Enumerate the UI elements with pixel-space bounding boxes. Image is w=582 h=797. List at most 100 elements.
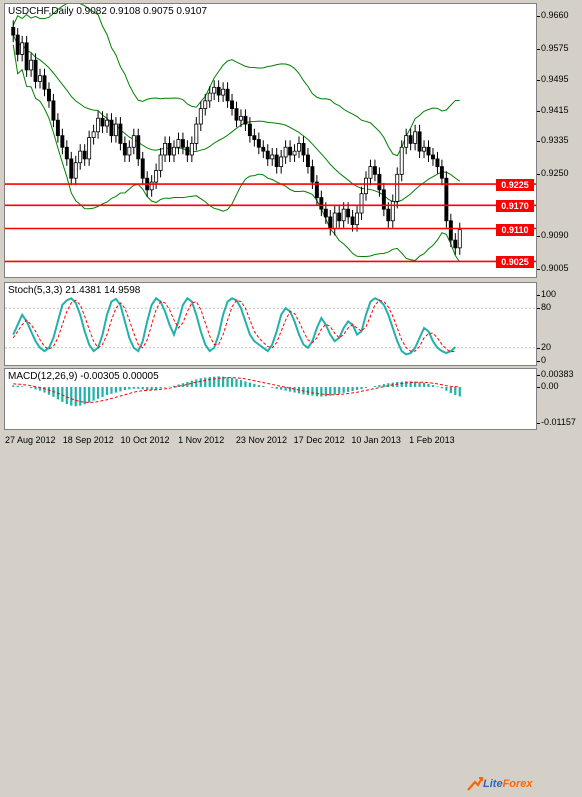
candle-body [239, 115, 243, 121]
candle-body [60, 135, 65, 148]
stoch-tick-label: 80 [536, 302, 552, 313]
candle-body [274, 154, 279, 168]
candle-body [319, 197, 324, 210]
candle-body [256, 139, 261, 148]
stochastic-canvas [5, 296, 536, 356]
candle-body [15, 34, 20, 55]
candle-body [386, 208, 391, 222]
price-tick-label: 0.9005 [537, 263, 569, 274]
price-tick-label: 0.9335 [537, 135, 569, 146]
candle-body [73, 162, 78, 179]
candle-body [24, 42, 29, 71]
candle-body [247, 123, 252, 137]
candle-body [417, 131, 422, 152]
stoch-tick-label: 20 [536, 341, 552, 352]
date-tick-label: 23 Nov 2012 [235, 435, 287, 445]
candle-body [78, 150, 83, 164]
logo-arrow-icon [467, 777, 483, 791]
candle-body [122, 143, 127, 156]
candle-body [38, 75, 42, 82]
candle-body [176, 139, 181, 148]
candle-body [431, 154, 435, 160]
price-level-tag: 0.9170 [496, 200, 534, 213]
candle-body [408, 135, 413, 144]
price-level-tag: 0.9025 [496, 256, 534, 269]
date-tick-label: 10 Oct 2012 [120, 435, 170, 445]
ohlc-values: 0.9082 0.9108 0.9075 0.9107 [76, 6, 208, 17]
macd-axis: 0.00383 0.00 -0.01157 [537, 368, 582, 430]
candle-body [225, 88, 230, 102]
candle-body [337, 212, 342, 222]
candle-body [301, 143, 306, 156]
candle-body [33, 59, 38, 82]
candle-body [283, 146, 288, 158]
liteforex-logo: LiteForex [467, 773, 539, 797]
candle-body [444, 177, 449, 222]
candle-body [140, 158, 145, 179]
candle-body [96, 117, 101, 133]
candle-body [364, 177, 368, 195]
candle-body [323, 208, 328, 218]
candle-body [230, 100, 234, 109]
candle-body [435, 158, 440, 168]
candle-body [185, 146, 190, 156]
candle-body [131, 135, 136, 148]
macd-signal-line [13, 377, 460, 404]
candle-body [395, 173, 400, 202]
stochastic-pane[interactable]: Stoch(5,3,3) 21.4381 14.9598 [4, 282, 537, 366]
macd-tick-label: 0.00383 [537, 369, 574, 379]
candle-body [261, 146, 266, 152]
candle-body [198, 108, 203, 125]
date-tick-label: 18 Sep 2012 [62, 435, 114, 445]
candle-body [163, 143, 168, 156]
stoch-tick-label: 100 [536, 289, 557, 299]
candle-body [377, 173, 382, 191]
candle-body [355, 212, 360, 226]
candle-body [69, 158, 74, 179]
candle-body [328, 216, 333, 229]
candle-body [279, 156, 284, 168]
candle-body [439, 166, 444, 179]
candle-body [29, 59, 34, 71]
candle-body [457, 229, 462, 249]
candle-body [154, 170, 159, 183]
candle-body [350, 216, 355, 226]
bb-lower-line [12, 44, 461, 263]
date-tick-label: 10 Jan 2013 [351, 435, 401, 445]
candle-body [46, 88, 51, 102]
candle-body [118, 123, 123, 144]
candle-body [422, 146, 427, 152]
candle-body [207, 92, 212, 102]
candle-body [341, 208, 346, 222]
candle-body [368, 166, 373, 179]
candle-body [399, 146, 404, 175]
macd-pane[interactable]: MACD(12,26,9) -0.00305 0.00005 LiteForex [4, 368, 537, 791]
price-chart-title: USDCHF,Daily 0.9082 0.9108 0.9075 0.9107 [8, 6, 207, 17]
candle-body [172, 146, 176, 156]
candle-body [243, 115, 248, 125]
stoch-signal-line [12, 299, 456, 353]
candle-body [234, 108, 239, 121]
candle-body [127, 146, 132, 156]
candle-body [390, 201, 395, 222]
candle-body [20, 42, 25, 55]
candle-body [109, 119, 114, 137]
macd-tick-label: 0.00 [537, 380, 559, 391]
macd-canvas [12, 376, 461, 407]
price-tick-label: 0.9575 [537, 42, 569, 53]
candle-body [404, 135, 409, 148]
stochastic-title: Stoch(5,3,3) 21.4381 14.9598 [8, 285, 141, 296]
stochastic-axis: 100 80 20 0 [536, 282, 582, 366]
stoch-main-line [12, 296, 456, 356]
candle-body [252, 135, 257, 140]
candle-body [100, 117, 105, 127]
date-tick-label: 1 Feb 2013 [409, 435, 455, 445]
price-chart-pane[interactable]: USDCHF,Daily 0.9082 0.9108 0.9075 0.9107… [4, 3, 537, 278]
price-axis: 0.9660 0.9575 0.9495 0.9415 0.9335 0.9250 0.90… [537, 3, 582, 278]
candle-body [64, 146, 69, 160]
candle-body [426, 146, 431, 156]
candle-body [189, 143, 194, 156]
macd-title: MACD(12,26,9) -0.00305 0.00005 [8, 371, 159, 382]
candle-body [55, 119, 60, 137]
bb-upper-line [12, 4, 460, 157]
